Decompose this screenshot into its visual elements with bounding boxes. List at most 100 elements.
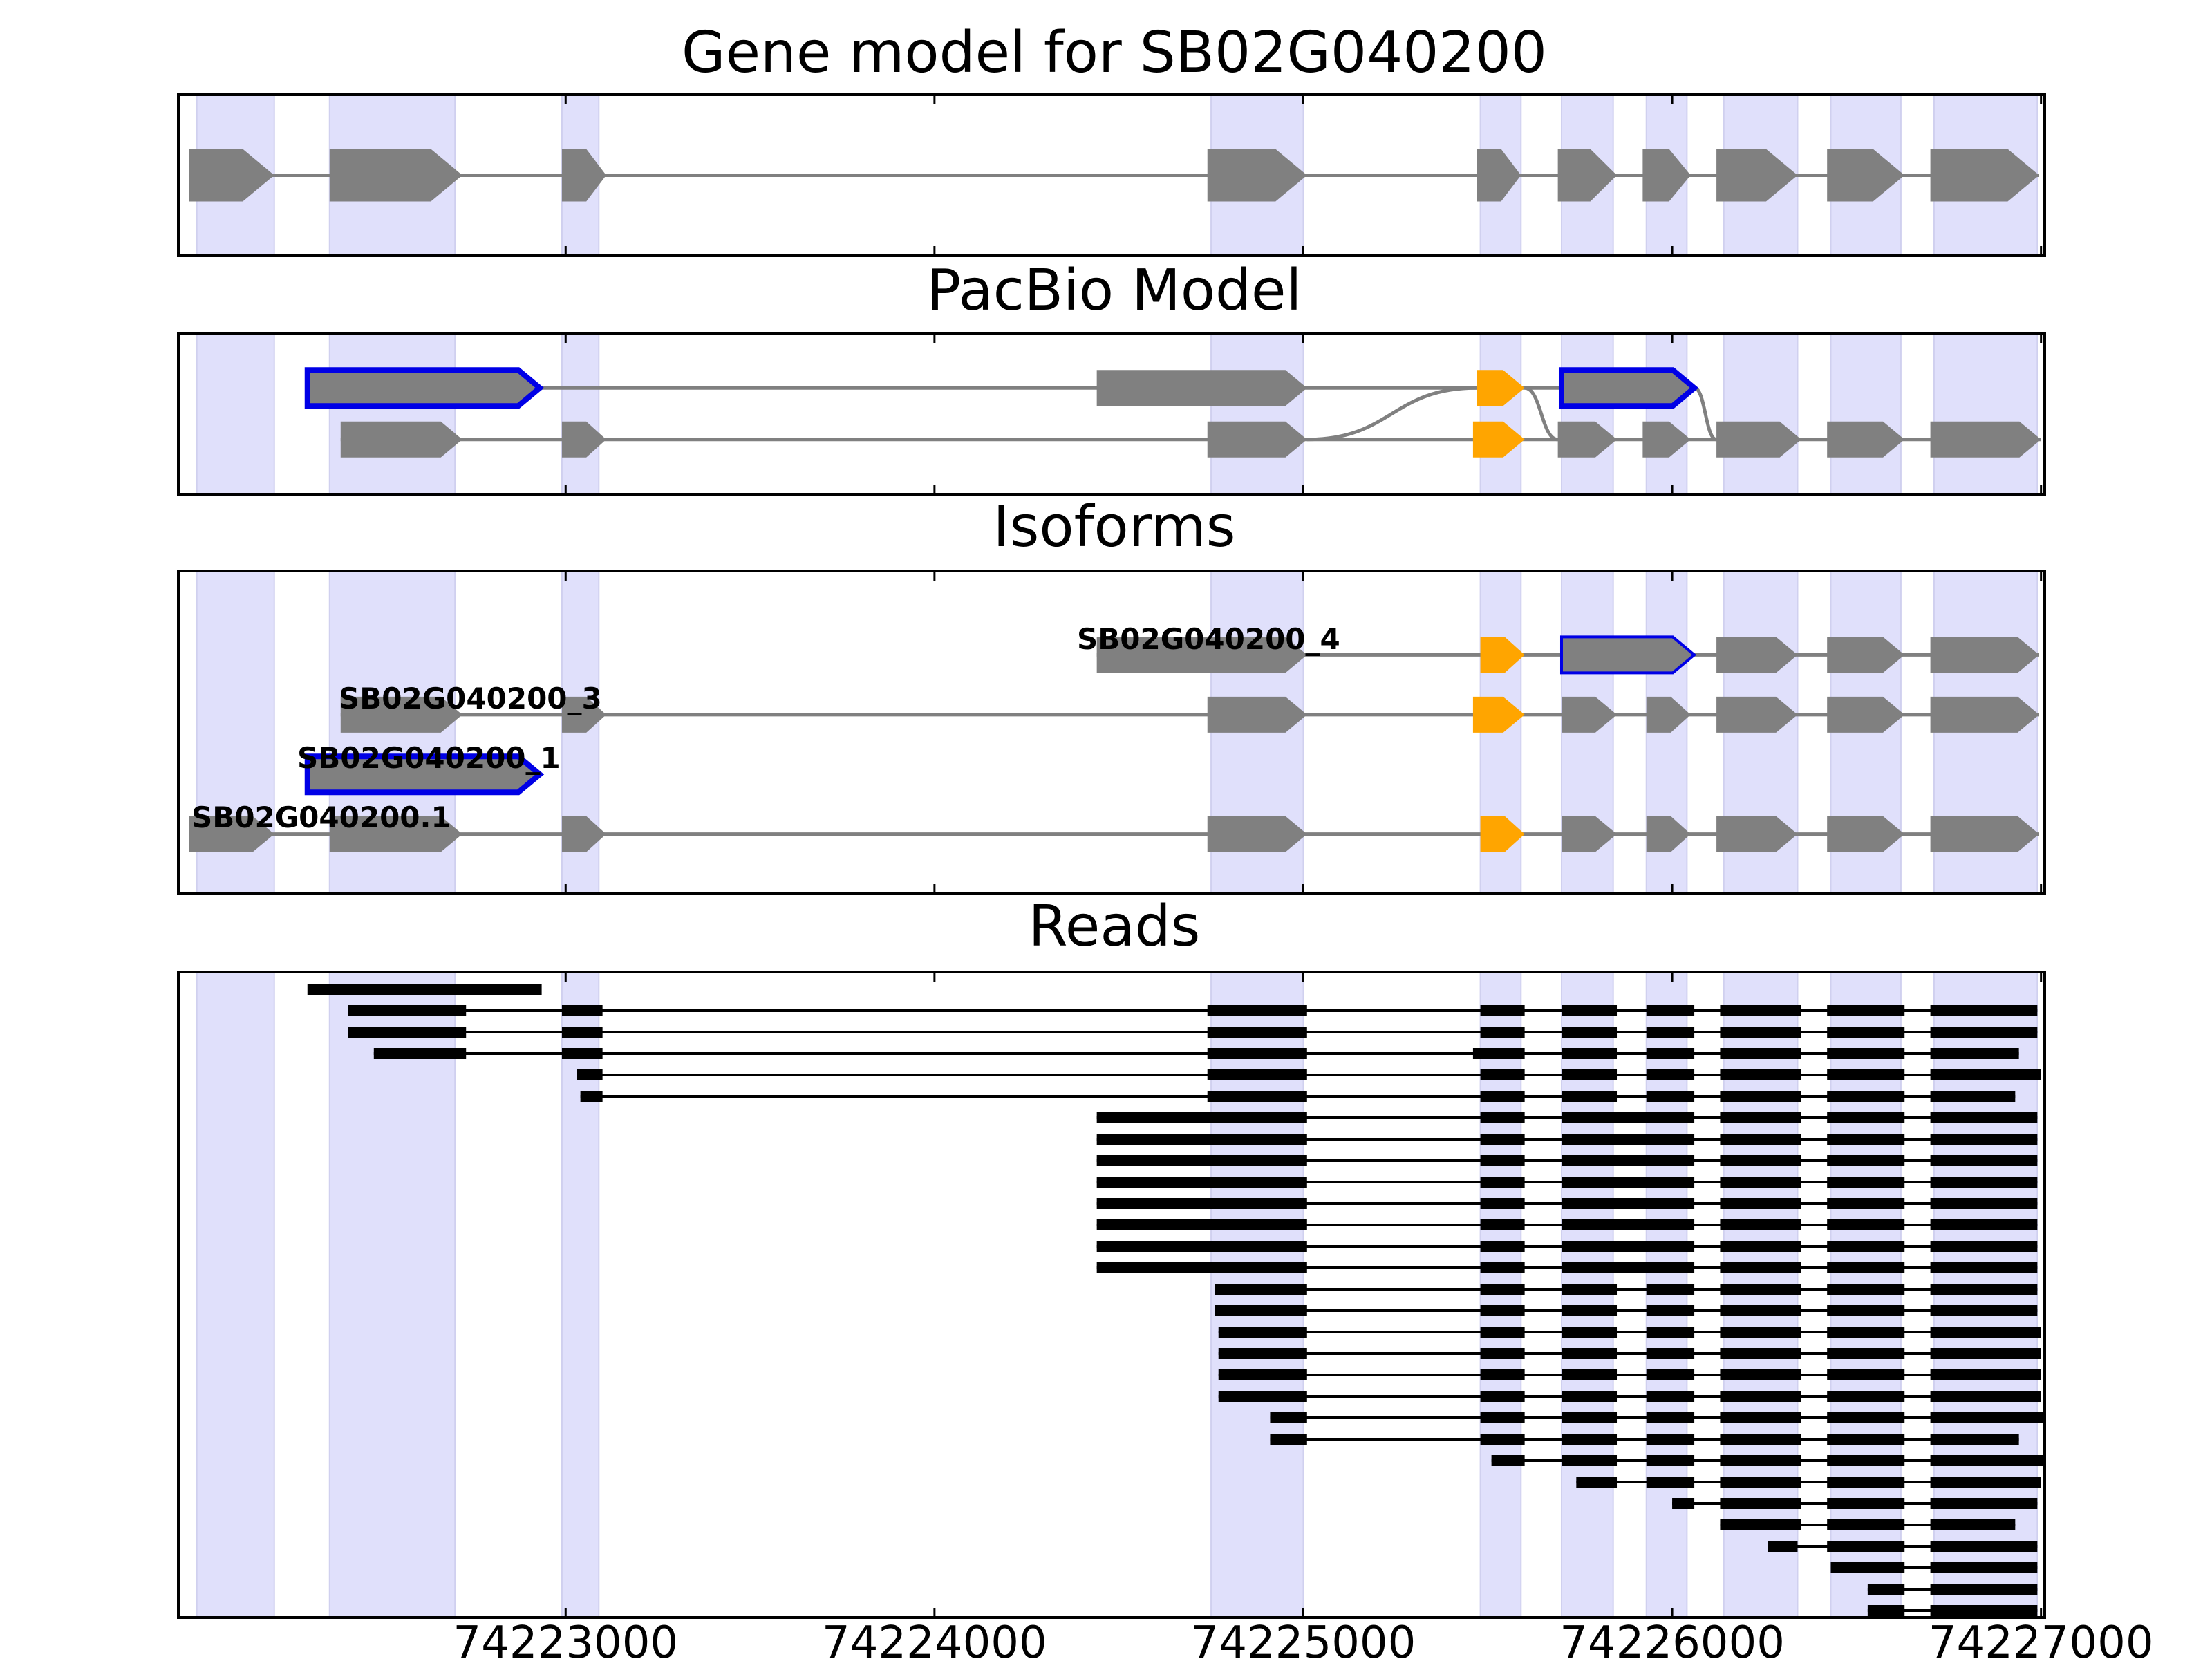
read-segment: [1646, 1455, 1695, 1466]
read-segment: [1930, 1219, 2038, 1230]
read-segment: [1827, 1541, 1905, 1552]
read-segment: [1096, 1177, 1307, 1188]
read-segment: [1561, 1348, 1618, 1359]
read-segment: [1480, 1027, 1525, 1038]
read-segment: [1867, 1605, 1905, 1616]
isoform-label-3: SB02G040200_3: [339, 682, 602, 715]
read-segment: [1096, 1134, 1307, 1145]
read-segment: [1646, 1369, 1695, 1380]
read-segment: [1472, 1048, 1525, 1059]
read-segment: [1218, 1348, 1307, 1359]
read-segment: [1646, 1477, 1695, 1488]
read-segment: [1827, 1091, 1905, 1102]
exon-arrow: [1096, 637, 1307, 673]
read-segment: [1561, 1241, 1695, 1252]
isoform-label-dot-1: SB02G040200.1: [191, 800, 451, 834]
read-segment: [1480, 1284, 1525, 1295]
read-segment: [1480, 1155, 1525, 1166]
read-segment: [1646, 1348, 1695, 1359]
panel-reads: Reads: [177, 894, 2046, 1619]
read-segment: [1646, 1305, 1695, 1316]
read-segment: [1561, 1369, 1618, 1380]
read-segment: [1270, 1412, 1307, 1423]
read-segment: [1930, 1584, 2038, 1595]
read-segment: [1561, 1027, 1618, 1038]
read-segment: [1561, 1048, 1618, 1059]
exon-arrow: [329, 816, 462, 852]
reads-frame: [177, 971, 2046, 1619]
read-segment: [1480, 1198, 1525, 1209]
read-segment: [1827, 1412, 1905, 1423]
splice-connector: [1524, 386, 1559, 442]
read-segment: [1720, 1477, 1801, 1488]
read-segment: [1930, 1348, 2041, 1359]
read-segment: [1720, 1177, 1801, 1188]
read-segment: [1672, 1498, 1695, 1509]
read-segment: [1480, 1391, 1525, 1402]
read-segment: [1646, 1091, 1695, 1102]
read-segment: [1930, 1027, 2038, 1038]
x-tick-label: 74225000: [1191, 1618, 1416, 1659]
read-segment: [1480, 1369, 1525, 1380]
read-segment: [1720, 1519, 1801, 1530]
exon-band: [1645, 332, 1688, 495]
read-segment: [1096, 1262, 1307, 1273]
read-segment: [1561, 1134, 1695, 1145]
isoform-label-4: SB02G040200_4: [1077, 622, 1340, 656]
exon-band: [1479, 332, 1522, 495]
exon-arrow: [561, 421, 606, 458]
read-segment: [1827, 1134, 1905, 1145]
exon-arrow: [1480, 637, 1525, 673]
read-segment: [1720, 1498, 1801, 1509]
read-segment: [1720, 1091, 1801, 1102]
read-segment: [1720, 1262, 1801, 1273]
read-segment: [1096, 1219, 1307, 1230]
read-segment: [1207, 1027, 1307, 1038]
read-segment: [1930, 1434, 2019, 1445]
exon-arrow: [561, 149, 606, 202]
exon-arrow: [1646, 816, 1691, 852]
read-segment: [1720, 1112, 1801, 1123]
exon-arrow: [1827, 696, 1905, 733]
read-segment: [1480, 1305, 1525, 1316]
read-segment: [1561, 1005, 1618, 1016]
exon-arrow: [1207, 816, 1307, 852]
isoforms-content: [189, 570, 2039, 894]
read-segment: [1827, 1048, 1905, 1059]
exon-arrow: [189, 149, 274, 202]
read-segment: [348, 1027, 467, 1038]
read-segment: [1930, 1155, 2038, 1166]
read-segment: [1480, 1177, 1525, 1188]
exon-band: [196, 332, 275, 495]
read-segment: [1720, 1198, 1801, 1209]
read-segment: [561, 1027, 603, 1038]
exon-band: [1933, 332, 2038, 495]
exon-band: [561, 971, 600, 1618]
exon-arrow: [1716, 637, 1798, 673]
read-segment: [1827, 1498, 1905, 1509]
read-segment: [1491, 1455, 1525, 1466]
exon-arrow: [1559, 635, 1697, 675]
read-segment: [1561, 1434, 1618, 1445]
read-segment: [1561, 1069, 1618, 1080]
exon-arrow: [1716, 696, 1798, 733]
read-segment: [1827, 1069, 1905, 1080]
exon-band: [1830, 332, 1902, 495]
read-segment: [1827, 1241, 1905, 1252]
read-segment: [1096, 1155, 1307, 1166]
read-segment: [1827, 1327, 1905, 1338]
read-segment: [1930, 1541, 2038, 1552]
read-segment: [1827, 1519, 1905, 1530]
exon-arrow: [1827, 149, 1905, 202]
read-segment: [1720, 1412, 1801, 1423]
read-segment: [1827, 1455, 1905, 1466]
read-segment: [1720, 1048, 1801, 1059]
read-segment: [1827, 1434, 1905, 1445]
read-segment: [1480, 1327, 1525, 1338]
read-segment: [1561, 1412, 1618, 1423]
exon-band: [328, 971, 456, 1618]
title-isoforms: Isoforms: [993, 494, 1236, 560]
x-tick-label: 74226000: [1559, 1618, 1785, 1659]
read-segment: [1827, 1284, 1905, 1295]
